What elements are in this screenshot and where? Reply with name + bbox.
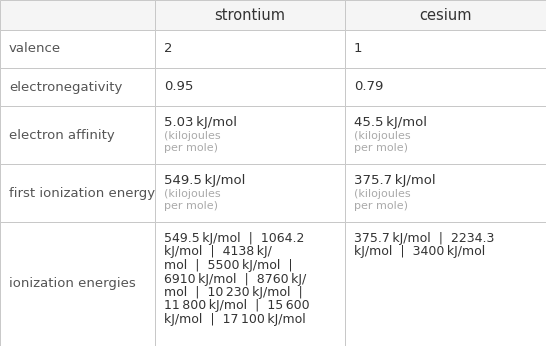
Text: kJ/mol  |  3400 kJ/mol: kJ/mol | 3400 kJ/mol — [354, 246, 485, 258]
Text: 0.79: 0.79 — [354, 81, 383, 93]
Text: (kilojoules
per mole): (kilojoules per mole) — [354, 131, 411, 153]
Bar — [0, 106, 155, 164]
Bar — [0, 164, 155, 222]
Text: (kilojoules
per mole): (kilojoules per mole) — [164, 131, 221, 153]
Bar — [0, 30, 155, 68]
Bar — [0, 0, 155, 30]
Text: cesium: cesium — [419, 8, 472, 22]
Bar — [155, 164, 345, 222]
Text: electron affinity: electron affinity — [9, 128, 115, 142]
Text: 375.7 kJ/mol  |  2234.3: 375.7 kJ/mol | 2234.3 — [354, 232, 494, 245]
Bar — [155, 0, 345, 30]
Text: 549.5 kJ/mol  |  1064.2: 549.5 kJ/mol | 1064.2 — [164, 232, 304, 245]
Bar — [345, 106, 546, 164]
Text: 6910 kJ/mol  |  8760 kJ/: 6910 kJ/mol | 8760 kJ/ — [164, 273, 306, 285]
Text: electronegativity: electronegativity — [9, 81, 122, 93]
Bar — [155, 68, 345, 106]
Text: (kilojoules
per mole): (kilojoules per mole) — [354, 189, 411, 211]
Bar — [345, 164, 546, 222]
Text: mol  |  10 230 kJ/mol  |: mol | 10 230 kJ/mol | — [164, 286, 302, 299]
Text: ionization energies: ionization energies — [9, 277, 136, 291]
Text: 2: 2 — [164, 43, 173, 55]
Text: (kilojoules
per mole): (kilojoules per mole) — [164, 189, 221, 211]
Bar — [155, 30, 345, 68]
Bar — [155, 106, 345, 164]
Text: strontium: strontium — [215, 8, 286, 22]
Text: 0.95: 0.95 — [164, 81, 193, 93]
Text: first ionization energy: first ionization energy — [9, 186, 155, 200]
Bar — [0, 68, 155, 106]
Text: kJ/mol  |  4138 kJ/: kJ/mol | 4138 kJ/ — [164, 246, 272, 258]
Text: 549.5 kJ/mol: 549.5 kJ/mol — [164, 174, 245, 187]
Text: 375.7 kJ/mol: 375.7 kJ/mol — [354, 174, 436, 187]
Bar — [345, 222, 546, 346]
Text: valence: valence — [9, 43, 61, 55]
Text: 5.03 kJ/mol: 5.03 kJ/mol — [164, 116, 237, 129]
Bar — [345, 0, 546, 30]
Bar — [345, 68, 546, 106]
Bar — [345, 30, 546, 68]
Text: 11 800 kJ/mol  |  15 600: 11 800 kJ/mol | 15 600 — [164, 300, 310, 312]
Bar — [0, 222, 155, 346]
Text: kJ/mol  |  17 100 kJ/mol: kJ/mol | 17 100 kJ/mol — [164, 313, 306, 326]
Text: 45.5 kJ/mol: 45.5 kJ/mol — [354, 116, 427, 129]
Bar — [155, 222, 345, 346]
Text: 1: 1 — [354, 43, 363, 55]
Text: mol  |  5500 kJ/mol  |: mol | 5500 kJ/mol | — [164, 259, 293, 272]
